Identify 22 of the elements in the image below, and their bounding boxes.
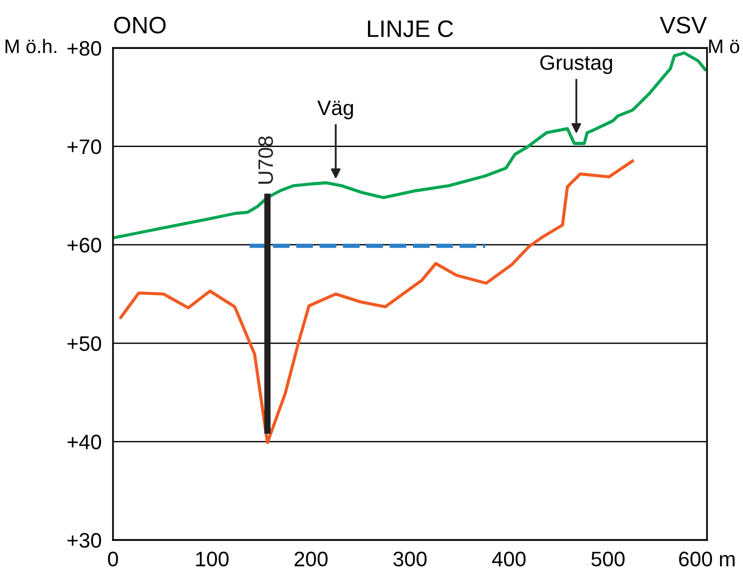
text: U708 xyxy=(258,136,274,184)
chart-title: LINJE C xyxy=(368,20,454,38)
annotation: Väg xyxy=(317,100,353,120)
x-tick-label: 300 xyxy=(393,552,427,566)
y2-axis-title: M ö xyxy=(709,40,740,54)
y-tick-label: +70 xyxy=(68,139,102,154)
x-tick-label: 400 xyxy=(492,552,526,566)
annotation: Grustag xyxy=(540,55,612,74)
text: VSV xyxy=(660,16,707,34)
x-tick-label: 100 xyxy=(196,552,229,566)
y-axis-title: M ö.h. xyxy=(6,38,56,54)
y-tick-label: +60 xyxy=(68,238,102,253)
x-tick-label: 600 m xyxy=(679,552,735,566)
y-tick-label: +50 xyxy=(68,336,102,351)
line-series xyxy=(113,51,707,240)
y-tick-label: +80 xyxy=(68,41,102,56)
text: ONO xyxy=(114,16,166,34)
y-tick-label: +30 xyxy=(68,533,102,548)
x-tick-label: 0 xyxy=(108,552,118,566)
y-tick-label: +40 xyxy=(68,434,102,450)
x-tick-label: 500 xyxy=(591,552,625,566)
x-tick-label: 200 xyxy=(294,552,328,566)
